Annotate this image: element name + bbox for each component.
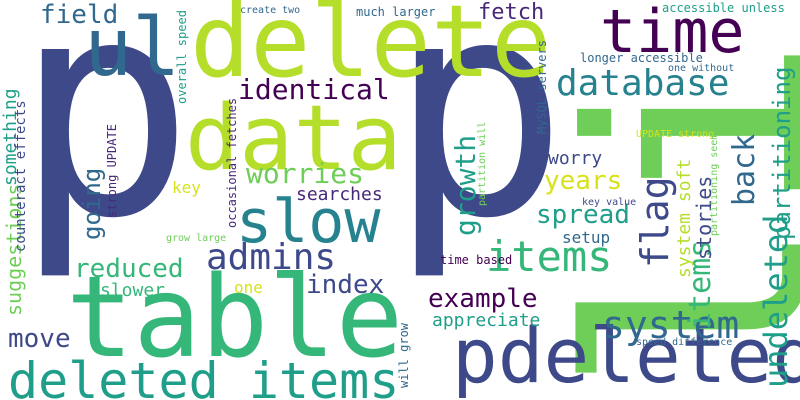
cloud-word-setup: setup <box>562 228 611 247</box>
cloud-word-will-grow: will grow <box>397 322 411 388</box>
cloud-word-one: one <box>234 278 263 297</box>
cloud-word-index: index <box>306 270 385 300</box>
cloud-word-p-left: p <box>14 0 195 284</box>
cloud-word-much-larger: much larger <box>356 5 436 19</box>
cloud-word-identical: identical <box>238 73 390 106</box>
cloud-word-growth: growth <box>449 134 482 236</box>
cloud-word-back: back <box>727 133 762 206</box>
cloud-word-key-value: key value <box>582 197 637 208</box>
cloud-word-years: years <box>544 166 623 196</box>
cloud-word-ul: ul <box>84 1 181 94</box>
cloud-word-one-without: one without <box>668 63 735 74</box>
cloud-word-slower: slower <box>100 280 166 301</box>
cloud-word-data: data <box>185 86 402 191</box>
cloud-word-database: database <box>556 63 730 104</box>
cloud-word-create-two: create two <box>240 5 301 16</box>
cloud-word-delete: delete <box>190 0 552 100</box>
cloud-word-field: field <box>40 0 119 30</box>
cloud-word-partition-will: partition will <box>477 121 488 206</box>
cloud-word-undeleted: undeleted <box>757 214 795 388</box>
cloud-word-worries: worries <box>246 157 365 190</box>
cloud-word-searches: searches <box>296 184 383 205</box>
cloud-word-flag: flag <box>633 176 677 268</box>
cloud-word-accessible-unless: accessible unless <box>662 1 785 15</box>
cloud-word-appreciate: appreciate <box>432 310 541 331</box>
cloud-word-strong-update: strong UPDATE <box>105 124 119 218</box>
cloud-word-occasional-fetches: occasional fetches <box>225 97 239 228</box>
cloud-word-update-strong: UPDATE strong <box>636 129 715 140</box>
cloud-word-key: key <box>172 178 201 197</box>
cloud-word-longer-accessible: longer accessible <box>580 51 703 65</box>
cloud-word-going: going <box>78 167 106 240</box>
cloud-word-deleted-items: deleted items <box>8 352 400 400</box>
cloud-word-time: time <box>600 0 745 67</box>
cloud-word-mysql-servers: MySQL servers <box>535 40 549 134</box>
cloud-word-system: system <box>602 303 740 347</box>
cloud-word-slow: slow <box>236 187 381 257</box>
cloud-word-overall-speed: overall speed <box>175 10 189 104</box>
cloud-word-items: items <box>486 232 613 281</box>
cloud-word-pdeleted: pdeleted <box>452 311 800 400</box>
cloud-word-admins: admins <box>206 237 337 278</box>
cloud-word-counteract-effects: counteract effects <box>13 100 29 252</box>
cloud-word-spread: spread <box>536 200 630 230</box>
cloud-word-speed-difference: speed difference <box>636 337 733 348</box>
cloud-word-partitioning-seems: partitioning seems <box>709 127 720 236</box>
cloud-word-worry: worry <box>548 148 603 169</box>
cloud-word-reduced: reduced <box>74 254 184 284</box>
cloud-word-grow-large: grow large <box>166 233 227 244</box>
cloud-word-example: example <box>428 284 538 314</box>
cloud-word-table: table <box>66 253 404 383</box>
cloud-word-p-center: p <box>388 0 569 284</box>
cloud-word-move: move <box>8 324 71 354</box>
cloud-word-time-based: time based <box>440 253 513 267</box>
cloud-word-fetch: fetch <box>478 0 545 25</box>
